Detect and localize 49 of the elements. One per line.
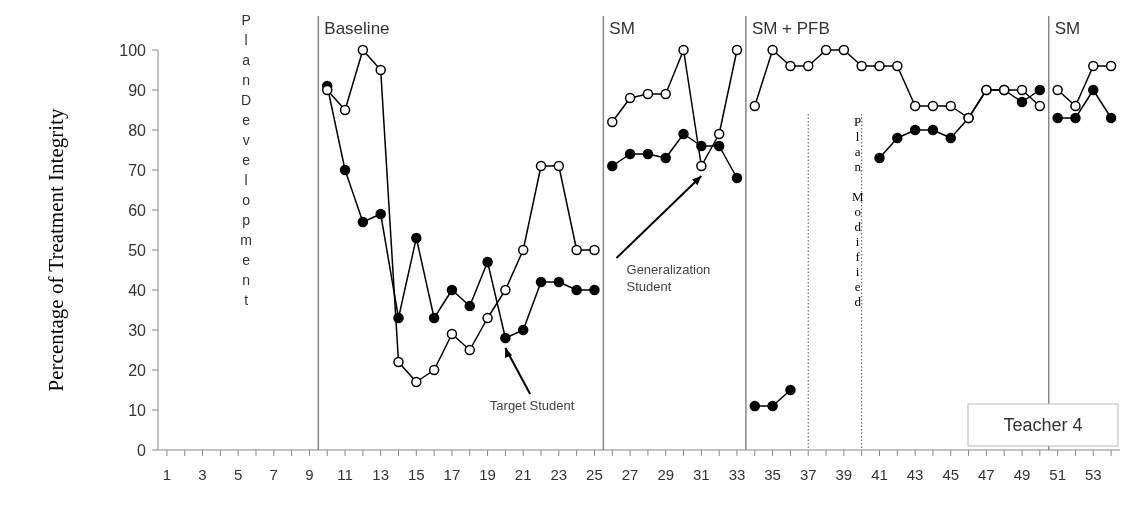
- x-tick-label: 9: [305, 466, 314, 483]
- x-tick-label: 41: [871, 466, 888, 483]
- text-box: Teacher 4: [967, 403, 1119, 447]
- y-tick-label: 100: [119, 41, 147, 59]
- x-tick-label: 19: [479, 466, 496, 483]
- y-tick-label: 90: [128, 81, 147, 99]
- annotation: Teacher 4: [1003, 415, 1083, 436]
- x-tick-label: 51: [1049, 466, 1066, 483]
- x-tick-label: 49: [1013, 466, 1031, 483]
- x-tick-label: 35: [764, 466, 781, 483]
- x-tick-label: 39: [835, 466, 853, 483]
- x-tick-label: 17: [443, 466, 461, 483]
- x-tick-label: 45: [942, 466, 960, 483]
- x-tick-label: 7: [269, 466, 278, 483]
- y-tick-label: 0: [137, 441, 147, 459]
- x-tick-label: 13: [372, 466, 390, 483]
- ref-line-label: Plan Modified: [850, 114, 866, 309]
- x-tick-label: 33: [728, 466, 746, 483]
- y-axis-title: Percentage of Treatment Integrity: [44, 108, 68, 392]
- x-tick-label: 3: [198, 466, 207, 483]
- y-tick-label: 80: [128, 121, 147, 139]
- x-tick-label: 29: [657, 466, 675, 483]
- x-tick-label: 47: [978, 466, 995, 483]
- ref-line-label: SM: [609, 19, 635, 38]
- text: Target Student: [489, 398, 575, 413]
- x-tick-label: 1: [162, 466, 172, 483]
- y-tick-label: 70: [128, 161, 147, 179]
- y-tick-label: 30: [128, 321, 147, 339]
- x-tick-label: 37: [799, 466, 817, 483]
- x-tick-label: 23: [550, 466, 568, 483]
- y-tick-label: 40: [128, 281, 147, 299]
- x-tick-label: 43: [906, 466, 924, 483]
- annotation: PlanDevelopment: [238, 12, 255, 312]
- x-tick-label: 5: [233, 466, 243, 483]
- x-tick-label: 25: [586, 466, 603, 483]
- x-tick-label: 53: [1084, 466, 1102, 483]
- y-tick-label: 60: [128, 201, 147, 219]
- ref-line-label: SM: [1054, 19, 1081, 38]
- x-tick-label: 15: [407, 466, 425, 483]
- text: Generalization Student: [626, 262, 711, 294]
- ref-line-label: Baseline: [324, 19, 390, 38]
- x-tick-label: 27: [621, 466, 639, 483]
- y-tick-label: 10: [128, 401, 147, 419]
- ref-line-label: SM + PFB: [751, 19, 830, 38]
- y-tick-label: 20: [128, 361, 147, 379]
- x-tick-label: 11: [337, 466, 353, 483]
- x-tick-label: 31: [693, 466, 710, 483]
- x-tick-label: 21: [514, 466, 532, 483]
- y-tick-label: 50: [128, 241, 147, 259]
